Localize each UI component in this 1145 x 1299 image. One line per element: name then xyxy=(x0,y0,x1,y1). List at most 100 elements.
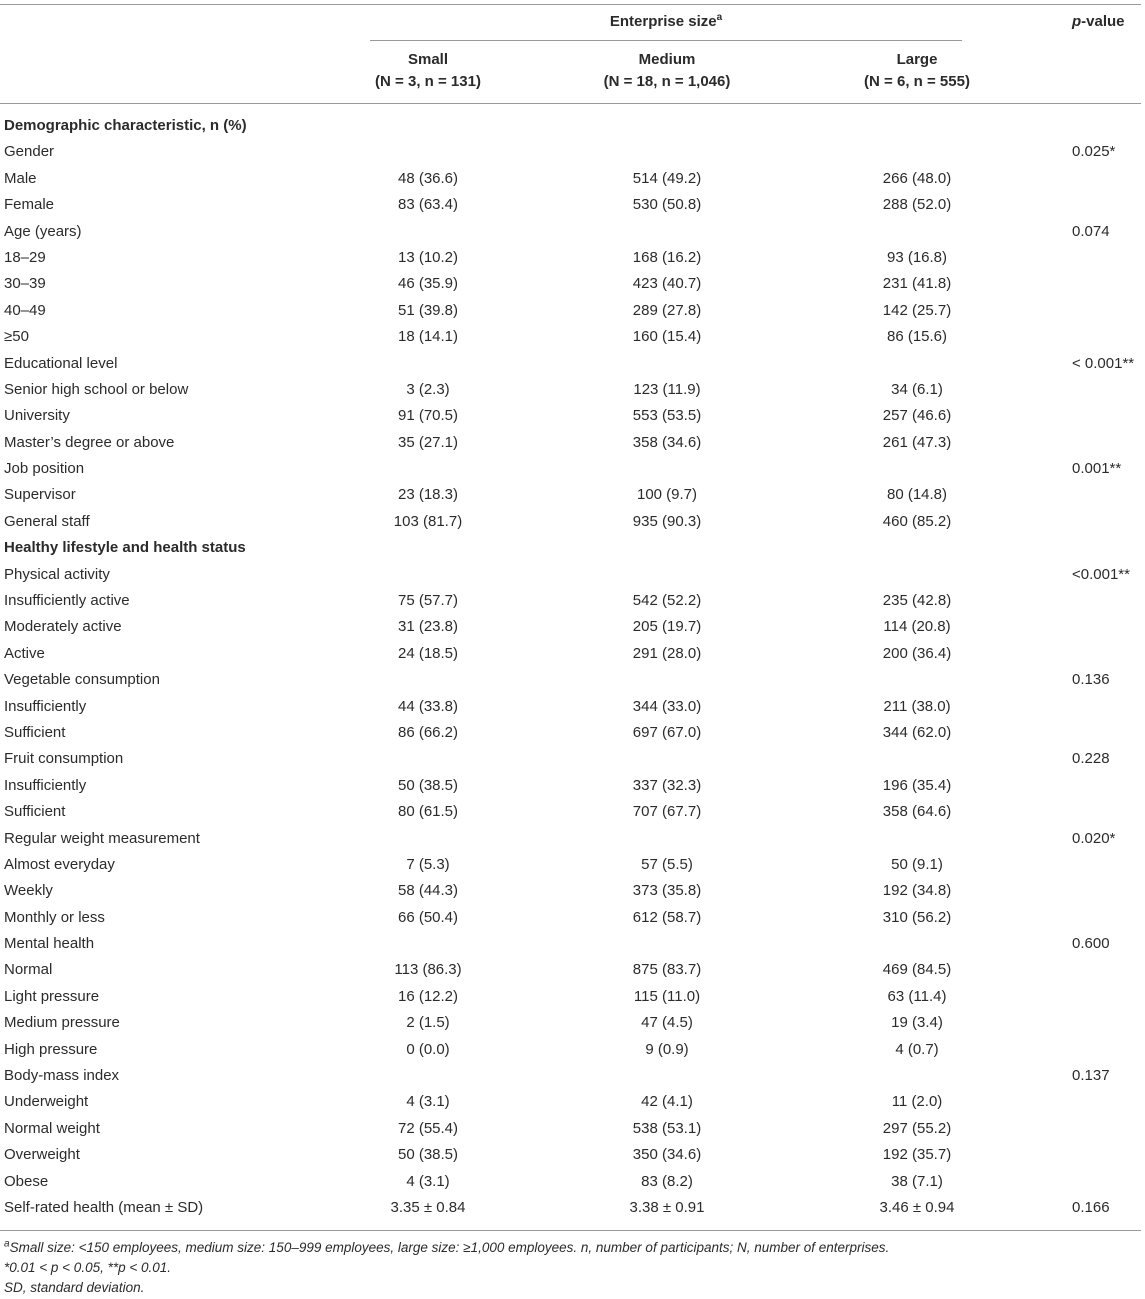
cell: 310 (56.2) xyxy=(882,908,952,926)
cell: 86 (15.6) xyxy=(886,328,948,346)
cell: 168 (16.2) xyxy=(632,248,702,266)
p-value: 0.025* xyxy=(1072,143,1116,161)
row-label: Insufficiently active xyxy=(4,592,130,610)
cell: 58 (44.3) xyxy=(397,882,459,900)
cell: 72 (55.4) xyxy=(397,1119,459,1137)
row-label: 30–39 xyxy=(4,275,46,293)
cell: 34 (6.1) xyxy=(891,380,943,398)
section-label: Healthy lifestyle and health status xyxy=(4,539,246,557)
cell: 266 (48.0) xyxy=(882,169,952,187)
cell: 47 (4.5) xyxy=(641,1014,693,1032)
cell: 31 (23.8) xyxy=(397,618,459,636)
p-value: 0.137 xyxy=(1072,1067,1110,1085)
cell: 103 (81.7) xyxy=(393,512,463,530)
cell: 16 (12.2) xyxy=(397,987,459,1005)
cell: 196 (35.4) xyxy=(882,776,952,794)
cell: 50 (9.1) xyxy=(891,855,943,873)
cell: 160 (15.4) xyxy=(632,328,702,346)
p-header: p-value xyxy=(1072,13,1125,31)
cell: 3.35 ± 0.84 xyxy=(390,1199,466,1216)
cell: 373 (35.8) xyxy=(632,882,702,900)
cell: 538 (53.1) xyxy=(632,1119,702,1137)
p-value: 0.074 xyxy=(1072,222,1110,240)
cell: 261 (47.3) xyxy=(882,433,952,451)
row-label: Almost everyday xyxy=(4,855,115,873)
cell: 3.38 ± 0.91 xyxy=(629,1199,705,1216)
cell: 63 (11.4) xyxy=(887,987,947,1005)
p-value: 0.600 xyxy=(1072,935,1110,953)
p-value: <0.001** xyxy=(1072,565,1130,583)
cell: 530 (50.8) xyxy=(632,196,702,214)
cell: 192 (35.7) xyxy=(882,1146,952,1164)
column-name: Large xyxy=(896,51,938,68)
cell: 297 (55.2) xyxy=(882,1119,952,1137)
p-value: 0.228 xyxy=(1072,750,1110,768)
row-label: Regular weight measurement xyxy=(4,829,200,847)
cell: 24 (18.5) xyxy=(397,644,459,662)
row-label: Senior high school or below xyxy=(4,380,189,398)
p-value: 0.166 xyxy=(1072,1199,1110,1216)
row-label: Active xyxy=(4,644,45,662)
cell: 50 (38.5) xyxy=(397,1146,459,1164)
cell: 11 (2.0) xyxy=(891,1093,943,1111)
cell: 935 (90.3) xyxy=(632,512,702,530)
cell: 115 (11.0) xyxy=(633,987,701,1005)
cell: 83 (8.2) xyxy=(641,1172,693,1190)
group-header: Enterprise sizea xyxy=(610,13,722,31)
p-value: 0.136 xyxy=(1072,671,1110,689)
cell: 35 (27.1) xyxy=(397,433,459,451)
cell: 51 (39.8) xyxy=(397,301,459,319)
footnote-text: SD, standard deviation. xyxy=(4,1280,145,1295)
cell: 91 (70.5) xyxy=(397,407,459,425)
cell: 46 (35.9) xyxy=(397,275,459,293)
row-label: Moderately active xyxy=(4,618,122,636)
cell: 200 (36.4) xyxy=(882,644,952,662)
footnote-text: Small size: <150 employees, medium size:… xyxy=(9,1240,890,1255)
footnote: SD, standard deviation. xyxy=(4,1279,144,1297)
footnote-text: *0.01 < p < 0.05, **p < 0.01. xyxy=(4,1260,172,1275)
cell: 66 (50.4) xyxy=(397,908,459,926)
cell: 0 (0.0) xyxy=(406,1040,450,1058)
cell: 23 (18.3) xyxy=(397,486,459,504)
row-label: Insufficiently xyxy=(4,697,87,715)
cell: 514 (49.2) xyxy=(632,169,702,187)
cell: 4 (0.7) xyxy=(895,1040,939,1058)
row-label: Fruit consumption xyxy=(4,750,124,768)
cell: 289 (27.8) xyxy=(632,301,702,319)
column-sub: (N = 3, n = 131) xyxy=(375,73,481,90)
row-label: University xyxy=(4,407,70,425)
cell: 44 (33.8) xyxy=(397,697,459,715)
cell: 86 (66.2) xyxy=(397,723,459,741)
cell: 2 (1.5) xyxy=(406,1014,450,1032)
cell: 423 (40.7) xyxy=(632,275,702,293)
row-label: Sufficient xyxy=(4,723,66,741)
row-label: Normal xyxy=(4,961,53,979)
cell: 697 (67.0) xyxy=(632,723,702,741)
row-label: Normal weight xyxy=(4,1119,100,1137)
row-label: Sufficient xyxy=(4,803,66,821)
cell: 42 (4.1) xyxy=(641,1093,693,1111)
row-label: Self-rated health (mean ± SD) xyxy=(4,1199,204,1216)
column-name: Small xyxy=(407,51,449,68)
p-rest: -value xyxy=(1081,13,1125,30)
cell: 4 (3.1) xyxy=(406,1093,450,1111)
cell: 80 (14.8) xyxy=(886,486,948,504)
p-italic: p xyxy=(1072,13,1082,30)
cell: 114 (20.8) xyxy=(883,618,951,636)
cell: 344 (33.0) xyxy=(632,697,702,715)
row-label: Vegetable consumption xyxy=(4,671,160,689)
cell: 38 (7.1) xyxy=(891,1172,943,1190)
cell: 48 (36.6) xyxy=(397,169,459,187)
cell: 469 (84.5) xyxy=(882,961,952,979)
footnote: aSmall size: <150 employees, medium size… xyxy=(4,1239,889,1257)
row-label: Underweight xyxy=(4,1093,89,1111)
cell: 350 (34.6) xyxy=(632,1146,702,1164)
group-rule xyxy=(370,40,962,41)
cell: 192 (34.8) xyxy=(882,882,952,900)
cell: 83 (63.4) xyxy=(397,196,459,214)
row-label: Supervisor xyxy=(4,486,76,504)
cell: 18 (14.1) xyxy=(397,328,459,346)
column-sub: (N = 6, n = 555) xyxy=(864,73,970,90)
column-sub: (N = 18, n = 1,046) xyxy=(603,73,731,90)
